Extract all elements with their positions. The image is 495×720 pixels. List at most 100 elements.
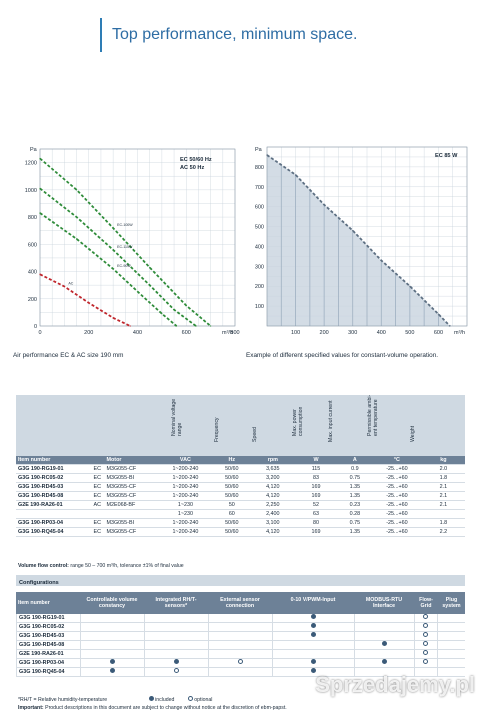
table-row: G3G 190-RP03-04	[16, 658, 465, 668]
spec-cell: G3G 190-RQ45-04	[16, 527, 92, 537]
config-cell	[79, 640, 145, 650]
spec-cell: 1~200-240	[158, 482, 213, 492]
spec-cell: 3,635	[251, 464, 295, 474]
y-tick-label: 400	[28, 270, 37, 276]
config-title-band	[16, 575, 465, 586]
spec-cell: -25...+60	[372, 491, 422, 501]
spec-cell: G3G 190-RP03-04	[16, 518, 92, 528]
config-cell	[207, 631, 273, 641]
data-point	[88, 302, 90, 304]
spec-cell: 60	[212, 509, 252, 519]
spec-column-header: Item number	[16, 456, 92, 465]
optional-dot-icon	[423, 659, 429, 664]
config-cell	[79, 631, 145, 641]
spec-cell: 1~200-240	[158, 527, 213, 537]
config-cell	[271, 640, 355, 650]
data-point	[75, 238, 78, 240]
spec-column-header: rpm	[251, 456, 295, 465]
important-note: Important: Product descriptions in this …	[18, 705, 287, 711]
data-point	[173, 309, 175, 311]
config-cell	[437, 614, 465, 623]
data-point	[112, 227, 114, 229]
table-row: G3G 190-RP03-04 EC M3G055-BI 1~200-240 50/60…	[16, 518, 465, 528]
spec-cell: 2.0	[421, 464, 465, 474]
config-cell	[207, 640, 273, 650]
config-cell	[207, 649, 273, 659]
table-row: G3G 190-RQ45-04 EC M3G055-CF 1~200-240 50/60…	[16, 527, 465, 537]
config-cell	[143, 649, 209, 659]
config-cell	[79, 614, 145, 623]
data-point	[210, 325, 212, 327]
config-cell	[353, 640, 414, 650]
constant-volume-chart: 800 700 600 500 400 300 200 100 100 200 300 400 500 6…	[245, 141, 480, 351]
spec-cell: 50/60	[212, 527, 252, 537]
left-chart-caption: Air performance EC & AC size 190 mm	[13, 352, 124, 359]
spec-cell: G2E 190-RA26-01	[16, 500, 92, 510]
config-cell	[413, 649, 438, 659]
config-cell	[143, 622, 209, 632]
included-dot-icon	[310, 632, 316, 637]
spec-cell: 0.75	[337, 473, 373, 483]
spec-column-header: Motor	[104, 456, 159, 465]
data-point	[409, 285, 411, 287]
y-tick-label: 600	[255, 205, 264, 211]
spec-cell: 169	[294, 482, 338, 492]
y-tick-label: 1000	[25, 188, 37, 194]
config-cell	[353, 631, 414, 641]
optional-dot-icon	[173, 668, 179, 673]
spec-cell: 2,400	[251, 509, 295, 519]
included-dot-icon	[310, 659, 316, 664]
data-point	[63, 285, 65, 288]
spec-cell: 50/60	[212, 482, 252, 492]
spec-cell: G3G 190-RD45-08	[16, 491, 92, 501]
spec-cell: 2.1	[421, 500, 465, 510]
spec-cell: 0.28	[337, 509, 373, 519]
spec-cell: 50	[212, 500, 252, 510]
y-tick-label: 300	[255, 264, 264, 270]
spec-cell: 1~200-240	[158, 491, 213, 501]
spec-cell: 63	[294, 509, 338, 519]
page-title: Top performance, minimum space.	[100, 18, 357, 52]
spec-cell: G3G 190-RC05-02	[16, 473, 92, 483]
config-cell	[271, 649, 355, 659]
config-cell	[207, 667, 273, 677]
spec-cell	[91, 509, 105, 519]
config-cell	[79, 622, 145, 632]
config-column-header: Plug system	[442, 597, 461, 609]
spec-cell: -25...+60	[372, 518, 422, 528]
spec-cell: 169	[294, 527, 338, 537]
rotated-column-title: Max. power consumption	[292, 406, 304, 436]
spec-cell: M3G055-BI	[104, 518, 159, 528]
spec-cell: 0.75	[337, 518, 373, 528]
config-cell	[353, 658, 414, 668]
data-point	[266, 154, 268, 156]
config-cell	[271, 622, 355, 632]
config-cell	[437, 649, 465, 659]
config-column-header: Controllable volume constancy	[86, 597, 138, 609]
config-cell	[413, 631, 438, 641]
config-cell	[207, 658, 273, 668]
data-point	[185, 304, 187, 307]
config-cell	[353, 649, 414, 659]
y-tick-label: 100	[255, 304, 264, 310]
spec-cell: 3,200	[251, 473, 295, 483]
spec-cell: M3G055-CF	[104, 491, 159, 501]
config-cell	[353, 614, 414, 623]
config-cell	[437, 640, 465, 650]
y-tick-label: 0	[34, 324, 37, 330]
table-row: G3G 190-RD45-08 EC M3G055-CF 1~200-240 50/60…	[16, 491, 465, 501]
data-point	[380, 259, 382, 261]
spec-cell: -25...+60	[372, 464, 422, 474]
spec-cell: 1.35	[337, 491, 373, 501]
spec-column-header: °C	[372, 456, 422, 465]
spec-cell: 1~230	[158, 509, 213, 519]
curve-label: EC-100W	[117, 223, 133, 227]
spec-cell: 3,100	[251, 518, 295, 528]
spec-column-header: Hz	[212, 456, 252, 465]
series-line	[39, 187, 197, 327]
spec-cell: 1~200-240	[158, 464, 213, 474]
config-cell	[143, 631, 209, 641]
y-tick-label: 600	[28, 242, 37, 248]
spec-cell: 2.1	[421, 482, 465, 492]
y-tick-label: 200	[28, 297, 37, 303]
